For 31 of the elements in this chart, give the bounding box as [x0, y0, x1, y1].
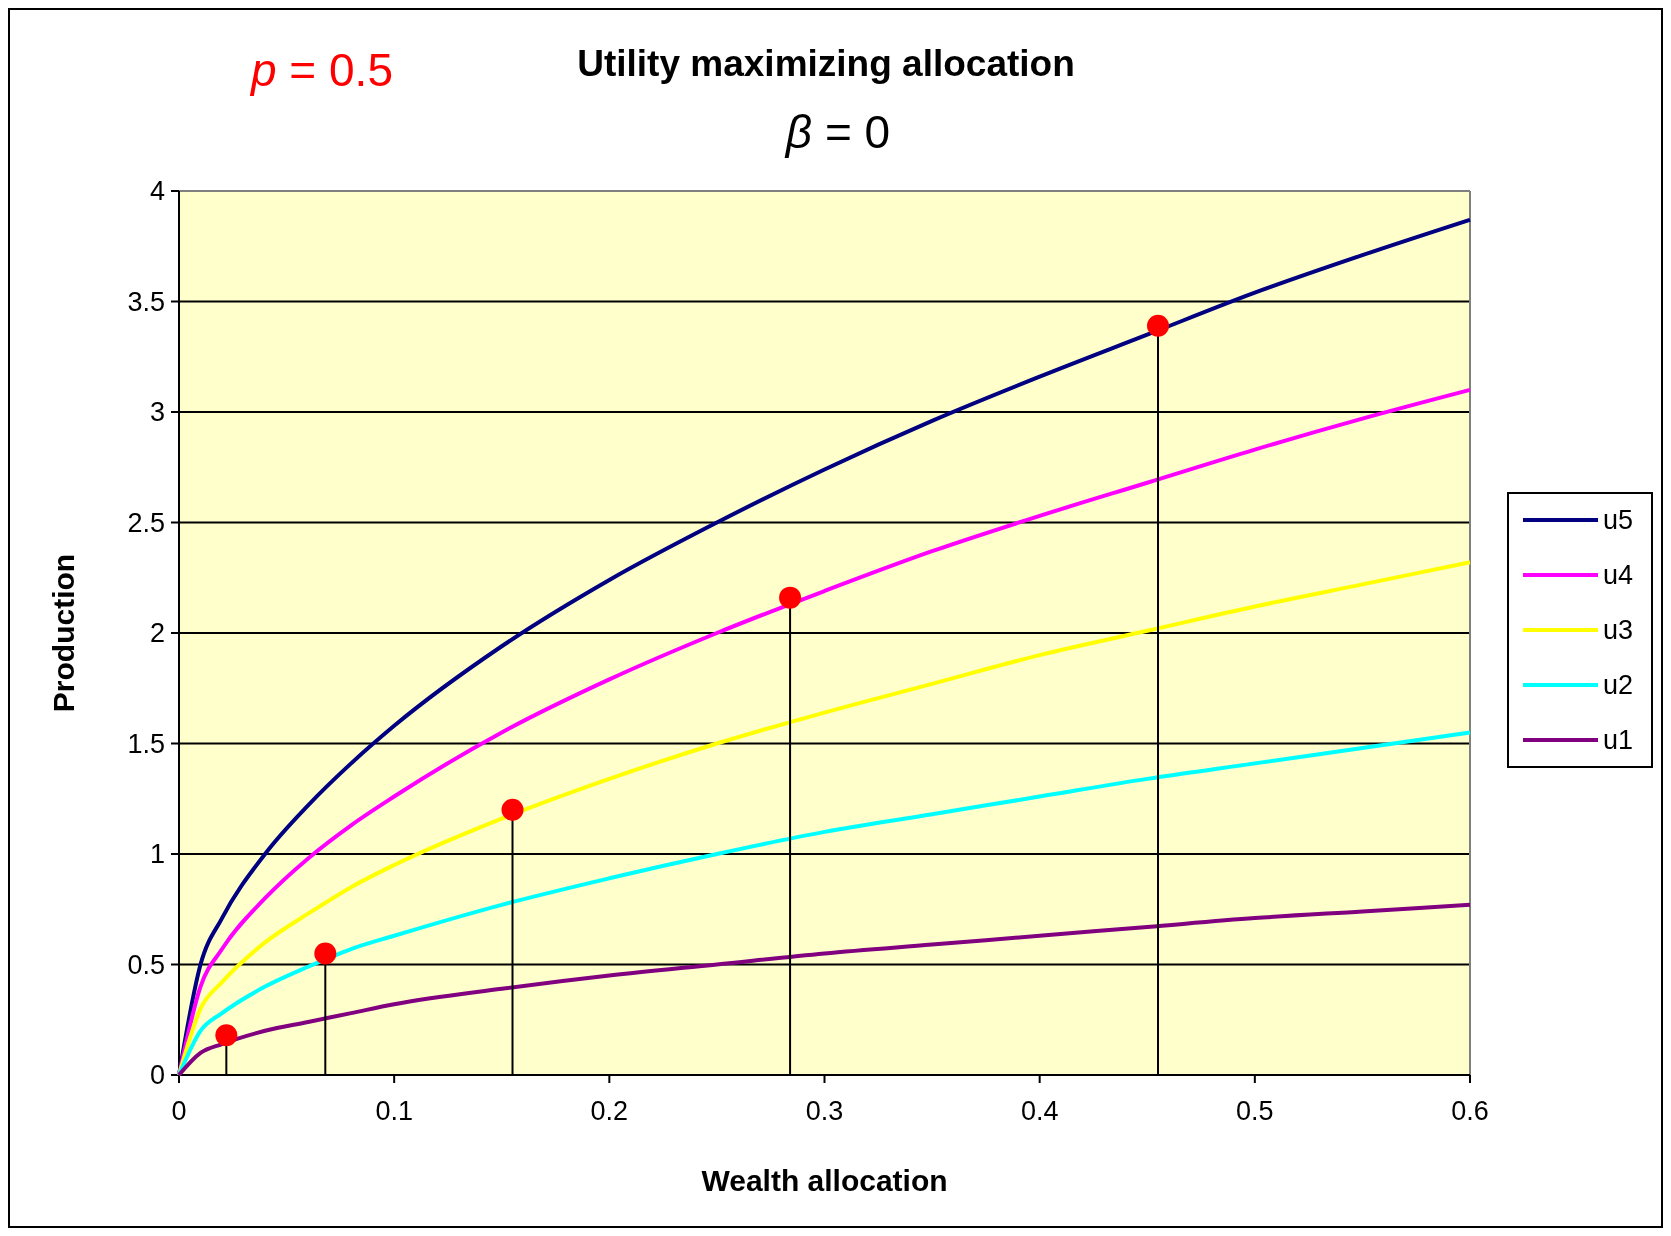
legend-label: u1 — [1603, 725, 1634, 756]
y-tick-label: 3 — [149, 397, 165, 428]
y-tick-label: 4 — [149, 176, 165, 207]
point — [314, 942, 337, 965]
point — [215, 1024, 238, 1047]
text: p = 0.5 — [249, 44, 393, 96]
legend-label: u3 — [1603, 615, 1634, 646]
chart-title: Utility maximizing allocation — [577, 43, 1075, 84]
x-tick-label: 0.2 — [590, 1096, 629, 1126]
x-tick-label: 0.6 — [1451, 1096, 1489, 1126]
y-tick-label: 2 — [149, 618, 165, 649]
y-tick-label: 0.5 — [127, 949, 165, 980]
x-tick-label: 0.5 — [1236, 1096, 1274, 1126]
y-tick-label: 1 — [149, 839, 165, 870]
y-tick-label: 3.5 — [127, 286, 165, 317]
y-tick-label: 2.5 — [127, 507, 165, 538]
point — [779, 586, 802, 609]
x-tick-label: 0 — [171, 1096, 187, 1126]
x-axis-title: Wealth allocation — [701, 1164, 948, 1197]
x-tick-label: 0.1 — [375, 1096, 413, 1126]
legend-label: u5 — [1603, 505, 1634, 536]
chart-subtitle: β = 0 — [783, 106, 891, 158]
point — [501, 798, 524, 821]
y-tick-label: 0 — [149, 1060, 165, 1091]
x-tick-label: 0.3 — [805, 1096, 844, 1126]
x-tick-label: 0.4 — [1020, 1096, 1059, 1126]
legend-label: u2 — [1603, 670, 1634, 701]
legend-label: u4 — [1603, 560, 1634, 591]
point — [1147, 314, 1170, 337]
y-axis-title: Production — [47, 553, 80, 713]
y-tick-label: 1.5 — [127, 728, 165, 759]
